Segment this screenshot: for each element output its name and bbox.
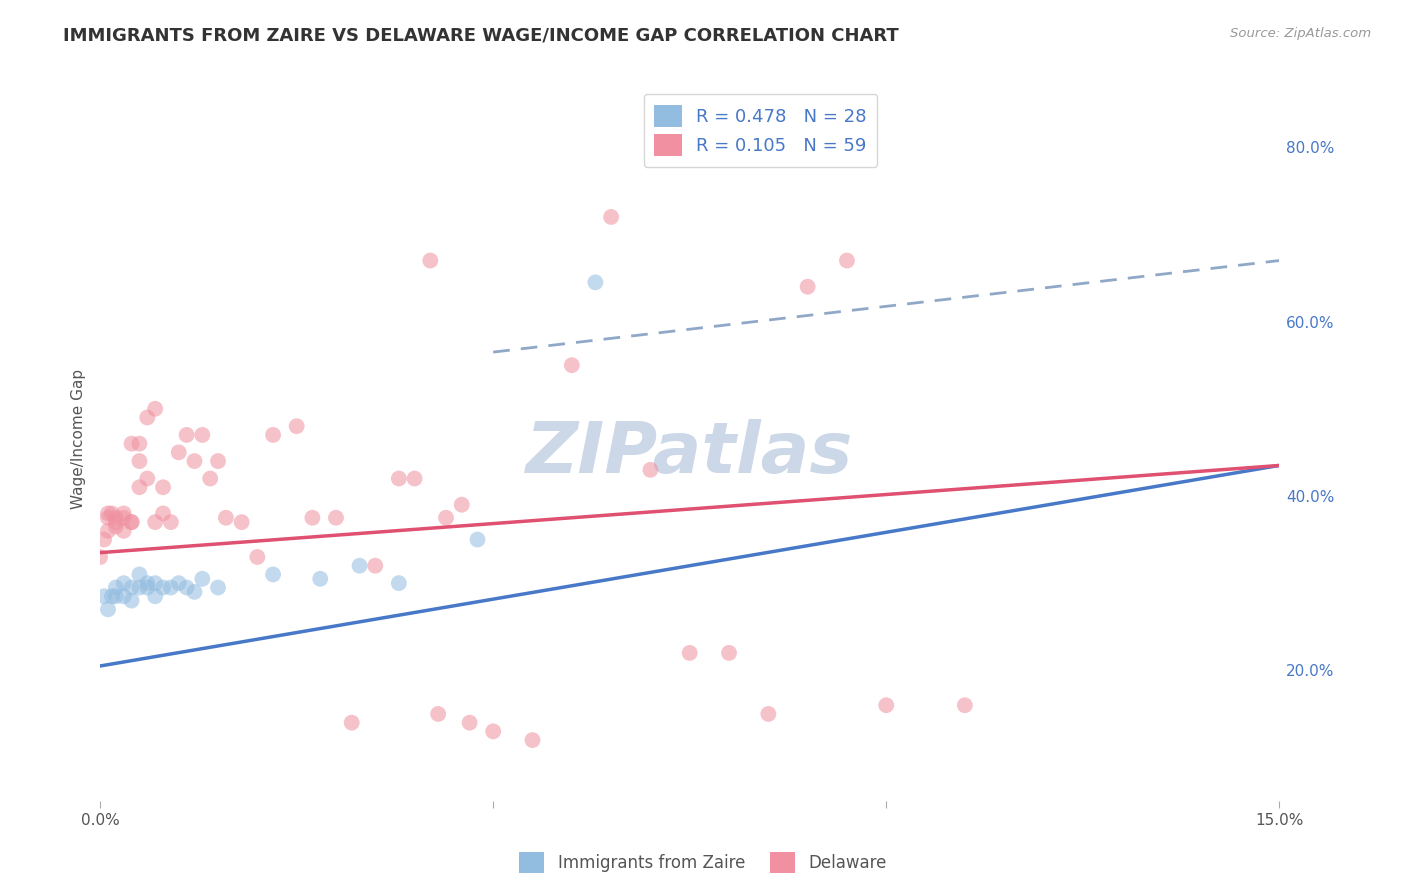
Point [128, 436, 150, 450]
Point [121, 515, 143, 529]
Point [388, 576, 411, 591]
Point [104, 581, 127, 595]
Point [309, 572, 332, 586]
Point [183, 454, 205, 468]
Point [325, 510, 347, 524]
Point [101, 507, 124, 521]
Point [152, 581, 174, 595]
Point [600, 210, 623, 224]
Point [121, 436, 143, 450]
Point [97, 602, 120, 616]
Point [450, 498, 472, 512]
Point [875, 698, 897, 713]
Point [93, 533, 115, 547]
Legend: Immigrants from Zaire, Delaware: Immigrants from Zaire, Delaware [513, 846, 893, 880]
Point [191, 572, 214, 586]
Point [262, 428, 284, 442]
Point [176, 428, 198, 442]
Point [121, 581, 143, 595]
Point [482, 724, 505, 739]
Point [104, 589, 127, 603]
Point [152, 507, 174, 521]
Point [152, 480, 174, 494]
Point [183, 585, 205, 599]
Point [215, 510, 238, 524]
Point [104, 515, 127, 529]
Legend: R = 0.478   N = 28, R = 0.105   N = 59: R = 0.478 N = 28, R = 0.105 N = 59 [644, 94, 877, 167]
Point [143, 576, 166, 591]
Point [176, 581, 198, 595]
Point [112, 507, 135, 521]
Point [796, 279, 818, 293]
Point [340, 715, 363, 730]
Point [160, 515, 183, 529]
Point [89, 549, 111, 564]
Point [136, 471, 159, 485]
Point [160, 581, 183, 595]
Point [97, 510, 120, 524]
Point [640, 463, 662, 477]
Point [198, 471, 221, 485]
Text: IMMIGRANTS FROM ZAIRE VS DELAWARE WAGE/INCOME GAP CORRELATION CHART: IMMIGRANTS FROM ZAIRE VS DELAWARE WAGE/I… [63, 27, 898, 45]
Point [101, 589, 124, 603]
Point [301, 510, 323, 524]
Point [835, 253, 858, 268]
Point [136, 410, 159, 425]
Y-axis label: Wage/Income Gap: Wage/Income Gap [72, 369, 86, 509]
Point [143, 589, 166, 603]
Point [112, 589, 135, 603]
Point [679, 646, 702, 660]
Point [262, 567, 284, 582]
Point [167, 576, 190, 591]
Point [112, 524, 135, 538]
Point [112, 576, 135, 591]
Point [718, 646, 741, 660]
Point [349, 558, 371, 573]
Point [136, 576, 159, 591]
Point [121, 515, 143, 529]
Point [136, 581, 159, 595]
Point [458, 715, 481, 730]
Point [285, 419, 308, 434]
Point [112, 510, 135, 524]
Point [128, 454, 150, 468]
Point [167, 445, 190, 459]
Point [388, 471, 411, 485]
Point [434, 510, 457, 524]
Point [128, 581, 150, 595]
Point [522, 733, 544, 747]
Point [583, 276, 606, 290]
Point [364, 558, 387, 573]
Point [191, 428, 214, 442]
Point [231, 515, 253, 529]
Point [143, 401, 166, 416]
Point [207, 581, 229, 595]
Point [427, 706, 450, 721]
Point [93, 589, 115, 603]
Text: Source: ZipAtlas.com: Source: ZipAtlas.com [1230, 27, 1371, 40]
Point [104, 519, 127, 533]
Point [756, 706, 779, 721]
Point [97, 507, 120, 521]
Point [143, 515, 166, 529]
Point [207, 454, 229, 468]
Text: ZIPatlas: ZIPatlas [526, 419, 853, 488]
Point [128, 567, 150, 582]
Point [467, 533, 489, 547]
Point [121, 593, 143, 607]
Point [246, 549, 269, 564]
Point [128, 480, 150, 494]
Point [404, 471, 426, 485]
Point [419, 253, 441, 268]
Point [953, 698, 976, 713]
Point [561, 358, 583, 372]
Point [97, 524, 120, 538]
Point [104, 510, 127, 524]
